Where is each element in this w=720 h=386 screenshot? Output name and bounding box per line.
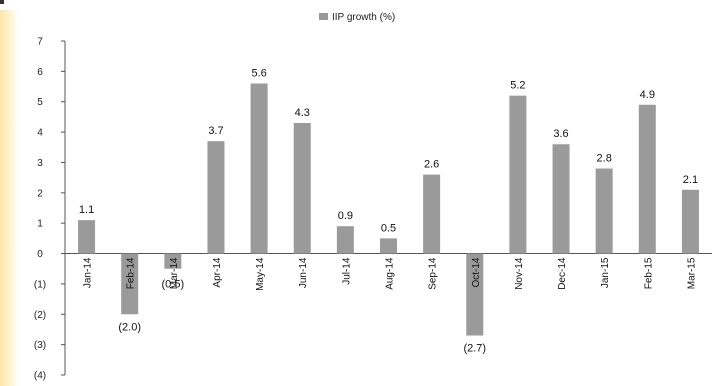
y-tick-label: (3) <box>34 340 46 351</box>
data-label: 1.1 <box>79 204 94 216</box>
bar <box>552 144 570 254</box>
y-tick-label: (2) <box>34 310 46 321</box>
data-label: 4.3 <box>295 107 310 119</box>
data-label: (2.7) <box>463 343 486 355</box>
x-tick-label: Jul-14 <box>341 257 352 285</box>
data-label: 2.6 <box>424 159 439 171</box>
data-label: 3.6 <box>553 128 568 140</box>
data-label: 2.8 <box>597 153 612 165</box>
data-label: 5.2 <box>510 80 525 92</box>
slide-edge-decoration <box>0 10 18 386</box>
x-tick-label: Mar-15 <box>686 257 697 289</box>
legend-swatch <box>319 13 328 20</box>
y-tick-label: 0 <box>37 249 43 260</box>
x-tick-label: Jun-14 <box>298 257 309 288</box>
y-tick-label: (1) <box>34 279 46 290</box>
y-tick-label: (4) <box>34 371 46 382</box>
x-tick-label: Oct-14 <box>471 257 482 287</box>
data-label: 0.5 <box>381 222 396 234</box>
x-tick-label: May-14 <box>255 257 266 291</box>
corner-mark <box>0 0 4 4</box>
data-label: 4.9 <box>640 89 655 101</box>
bar <box>78 220 96 254</box>
y-tick-label: 1 <box>37 219 43 230</box>
x-tick-label: Sep-14 <box>428 257 439 290</box>
bar <box>207 141 225 254</box>
y-tick-label: 7 <box>37 37 43 48</box>
data-label: 3.7 <box>208 125 223 137</box>
x-tick-label: Nov-14 <box>514 257 525 290</box>
bar <box>681 189 699 254</box>
bar <box>336 226 354 254</box>
y-tick-label: 4 <box>37 128 43 139</box>
bar <box>638 104 656 254</box>
x-tick-label: Jan-14 <box>83 257 94 288</box>
x-tick-label: Dec-14 <box>557 257 568 290</box>
bar <box>250 83 268 254</box>
bar <box>595 168 613 254</box>
x-tick-label: Feb-14 <box>126 257 137 289</box>
bar <box>121 253 139 315</box>
bar <box>164 253 182 269</box>
bar <box>466 253 484 336</box>
bar <box>293 122 311 254</box>
x-tick-label: Mar-14 <box>169 257 180 289</box>
bar <box>509 95 527 254</box>
data-label: 2.1 <box>683 174 698 186</box>
data-label: 0.9 <box>338 210 353 222</box>
y-tick-label: 3 <box>37 158 43 169</box>
data-label: (2.0) <box>118 321 141 333</box>
bar <box>423 174 441 254</box>
x-tick-label: Jan-15 <box>600 257 611 288</box>
y-tick-label: 2 <box>37 188 43 199</box>
y-tick-label: 5 <box>37 97 43 108</box>
x-tick-label: Aug-14 <box>385 257 396 290</box>
bar <box>380 238 397 254</box>
y-tick-label: 6 <box>37 67 43 78</box>
data-label: (0.5) <box>162 279 185 291</box>
x-tick-label: Feb-15 <box>643 257 654 289</box>
legend-label: IIP growth (%) <box>332 12 395 23</box>
x-tick-label: Apr-14 <box>212 257 223 287</box>
data-label: 5.6 <box>251 68 266 80</box>
